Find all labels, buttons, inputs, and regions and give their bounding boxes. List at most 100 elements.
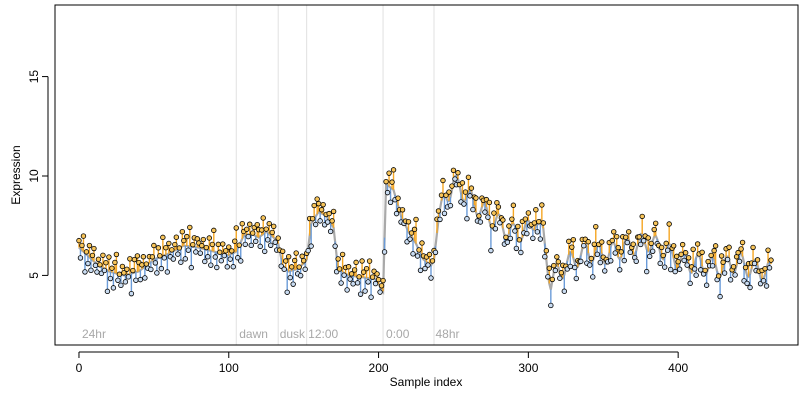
data-point-113 xyxy=(245,233,251,240)
data-point-88 xyxy=(208,262,214,268)
region-label-5: 48hr xyxy=(435,327,459,341)
data-point-401 xyxy=(676,266,683,272)
data-point-143 xyxy=(290,281,296,287)
data-point-320 xyxy=(555,259,562,265)
data-point-245 xyxy=(443,192,449,198)
data-point-105 xyxy=(233,225,239,231)
data-point-361 xyxy=(617,267,623,273)
data-point-359 xyxy=(614,233,620,240)
data-point-308 xyxy=(537,236,544,242)
data-point-158 xyxy=(312,221,319,228)
data-point-2 xyxy=(79,242,85,249)
data-point-450 xyxy=(750,244,756,251)
data-points xyxy=(76,167,774,309)
data-point-225 xyxy=(413,216,419,223)
data-point-19 xyxy=(104,288,111,295)
data-point-97 xyxy=(221,252,227,259)
data-point-443 xyxy=(739,239,746,246)
data-point-14 xyxy=(97,262,103,268)
data-point-273 xyxy=(485,214,491,220)
data-point-28 xyxy=(118,282,124,289)
data-point-194 xyxy=(366,258,373,264)
data-point-203 xyxy=(380,277,386,284)
data-point-389 xyxy=(658,244,665,251)
data-point-397 xyxy=(670,243,677,249)
data-point-36 xyxy=(130,267,136,274)
data-point-91 xyxy=(212,254,218,260)
data-point-407 xyxy=(685,255,692,261)
data-point-84 xyxy=(202,258,208,265)
data-point-53 xyxy=(155,245,162,251)
data-point-316 xyxy=(549,276,556,283)
data-point-249 xyxy=(449,183,455,189)
data-point-331 xyxy=(572,264,578,271)
data-point-210 xyxy=(390,167,397,173)
data-point-243 xyxy=(440,177,446,184)
data-point-141 xyxy=(287,274,293,281)
data-point-445 xyxy=(742,264,749,271)
data-point-167 xyxy=(326,210,332,217)
data-point-101 xyxy=(227,256,233,262)
data-point-441 xyxy=(736,258,743,265)
data-point-428 xyxy=(717,293,723,300)
data-point-52 xyxy=(154,270,160,276)
data-point-429 xyxy=(718,253,725,259)
data-point-213 xyxy=(395,195,401,201)
data-point-405 xyxy=(682,250,689,256)
x-axis: 0 100 200 300 400 xyxy=(76,351,688,375)
data-point-250 xyxy=(450,167,457,173)
region-label-2: dusk xyxy=(280,327,306,341)
data-point-87 xyxy=(206,235,212,241)
data-point-6 xyxy=(85,260,91,267)
data-point-171 xyxy=(332,243,338,249)
data-point-20 xyxy=(106,254,112,260)
data-point-446 xyxy=(744,280,750,287)
data-point-126 xyxy=(265,237,271,243)
data-point-78 xyxy=(193,249,199,255)
data-point-175 xyxy=(338,280,344,286)
data-point-130 xyxy=(271,223,277,230)
data-point-106 xyxy=(235,255,241,261)
data-point-118 xyxy=(253,238,259,245)
data-point-153 xyxy=(305,247,311,254)
data-point-247 xyxy=(446,189,452,195)
data-point-156 xyxy=(309,215,316,222)
data-point-318 xyxy=(552,267,559,274)
data-point-186 xyxy=(354,280,361,286)
region-label-0: 24hr xyxy=(82,327,106,341)
data-point-223 xyxy=(410,251,416,257)
data-point-280 xyxy=(495,204,502,210)
data-point-31 xyxy=(122,279,129,285)
data-point-307 xyxy=(536,218,542,225)
data-point-377 xyxy=(641,238,647,244)
data-point-390 xyxy=(660,252,666,259)
data-point-433 xyxy=(724,256,731,263)
data-point-16 xyxy=(100,252,106,258)
data-point-51 xyxy=(152,260,159,266)
data-point-48 xyxy=(148,266,154,273)
data-point-112 xyxy=(244,226,250,232)
data-point-71 xyxy=(182,256,189,262)
data-point-82 xyxy=(199,242,205,249)
data-point-57 xyxy=(161,255,168,261)
y-axis: 5 10 15 xyxy=(27,70,49,279)
data-point-312 xyxy=(543,248,550,254)
x-tick-label-100: 100 xyxy=(219,361,239,375)
data-point-375 xyxy=(638,241,644,248)
data-point-123 xyxy=(260,215,266,221)
data-point-290 xyxy=(510,202,517,208)
data-point-324 xyxy=(561,288,568,294)
data-point-102 xyxy=(229,248,235,254)
y-tick-label-15: 15 xyxy=(27,70,41,84)
data-point-200 xyxy=(375,276,382,283)
data-point-11 xyxy=(92,262,99,269)
data-point-424 xyxy=(711,247,717,254)
data-point-104 xyxy=(232,238,238,244)
data-point-145 xyxy=(293,250,299,256)
data-point-26 xyxy=(115,277,121,284)
data-point-67 xyxy=(176,245,183,251)
data-point-342 xyxy=(588,255,594,262)
data-point-430 xyxy=(720,259,726,265)
data-point-62 xyxy=(169,247,175,253)
